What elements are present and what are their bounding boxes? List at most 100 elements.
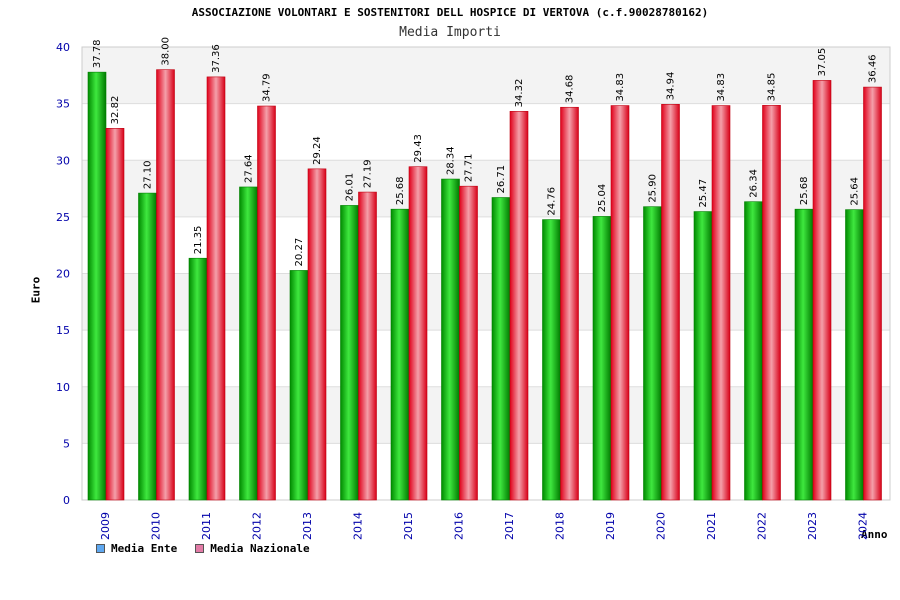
legend-item-nazionale[interactable]: Media Nazionale	[195, 542, 310, 555]
bar-media-nazionale	[661, 104, 680, 501]
x-tick-label: 2011	[200, 512, 213, 540]
data-label: 37.78	[92, 40, 103, 69]
y-tick-label: 15	[56, 324, 70, 337]
data-label: 25.04	[597, 184, 608, 213]
data-label: 25.47	[698, 179, 709, 208]
x-tick-label: 2014	[352, 512, 365, 540]
data-label: 34.83	[716, 73, 727, 102]
bar-media-nazionale	[156, 69, 175, 501]
x-tick-label: 2017	[503, 512, 516, 540]
chart-subtitle: Media Importi	[399, 25, 501, 40]
y-axis-ticks: 0 5 10 15 20 25 30 35 40	[56, 41, 70, 507]
bar-media-nazionale	[610, 105, 630, 501]
bar-media-nazionale	[711, 105, 731, 501]
legend-swatch-ente	[96, 544, 105, 553]
data-label: 37.05	[817, 48, 828, 77]
bar-media-ente	[592, 216, 612, 501]
legend-label-nazionale: Media Nazionale	[210, 542, 310, 555]
legend: Media Ente Media Nazionale	[96, 542, 310, 555]
bar-media-nazionale	[560, 106, 579, 501]
bar-media-ente	[188, 257, 208, 501]
data-label: 26.71	[496, 165, 507, 194]
bar-media-nazionale	[459, 185, 478, 501]
x-tick-label: 2020	[655, 512, 668, 540]
x-tick-label: 2023	[806, 512, 819, 540]
data-label: 26.34	[749, 169, 760, 198]
bar-media-nazionale	[408, 166, 428, 501]
x-tick-label: 2013	[301, 512, 314, 540]
x-tick-label: 2009	[99, 512, 112, 540]
data-label: 34.94	[666, 72, 677, 101]
data-label: 26.01	[345, 173, 356, 202]
bar-media-nazionale	[762, 105, 781, 501]
y-tick-label: 10	[56, 381, 70, 394]
x-axis-label: Anno	[861, 528, 888, 541]
data-label: 29.24	[312, 136, 323, 165]
y-tick-label: 20	[56, 268, 70, 281]
legend-swatch-nazionale	[195, 544, 205, 553]
x-tick-label: 2010	[150, 512, 163, 540]
data-label: 38.00	[161, 37, 172, 66]
data-label: 25.68	[395, 177, 406, 206]
data-label: 25.90	[648, 174, 659, 203]
y-tick-label: 25	[56, 211, 70, 224]
bar-media-nazionale	[863, 86, 882, 501]
x-axis-ticks: 2009 2010 2011 2012 2013 2014 2015 2016 2017 2018…	[99, 512, 870, 540]
data-label: 36.46	[868, 54, 879, 83]
y-tick-label: 5	[63, 437, 70, 450]
data-labels: 37.78 32.82 27.10 38.00 21.35 37.36 27.64 34.79…	[92, 37, 879, 266]
bar-media-ente	[239, 186, 258, 501]
bar-media-ente	[289, 270, 309, 501]
y-tick-label: 30	[56, 154, 70, 167]
data-label: 25.64	[850, 177, 861, 206]
data-label: 32.82	[110, 96, 121, 125]
x-tick-label: 2018	[554, 512, 567, 540]
data-label: 21.35	[193, 226, 204, 255]
data-label: 34.79	[262, 73, 273, 102]
data-label: 28.34	[446, 146, 457, 175]
legend-item-ente[interactable]: Media Ente	[96, 542, 177, 555]
x-tick-label: 2016	[453, 512, 466, 540]
bar-media-ente	[441, 178, 460, 501]
plot-frame	[81, 46, 891, 501]
bar-media-ente	[340, 205, 359, 501]
data-label: 27.10	[143, 160, 154, 189]
bar-media-nazionale	[257, 105, 276, 501]
y-tick-label: 35	[56, 98, 70, 111]
data-label: 24.76	[547, 187, 558, 216]
data-label: 34.32	[514, 79, 525, 108]
bar-media-nazionale	[358, 191, 377, 501]
bar-series	[87, 69, 882, 501]
data-label: 29.43	[413, 134, 424, 163]
bar-media-ente	[845, 209, 864, 501]
bar-media-nazionale	[812, 80, 832, 501]
bar-media-ente	[693, 211, 713, 501]
y-tick-label: 0	[63, 494, 70, 507]
bar-media-ente	[794, 208, 814, 501]
data-label: 25.68	[799, 177, 810, 206]
bar-media-nazionale	[206, 76, 226, 501]
x-tick-label: 2022	[756, 512, 769, 540]
bar-media-ente	[643, 206, 662, 501]
x-tick-label: 2012	[251, 512, 264, 540]
data-label: 34.83	[615, 73, 626, 102]
data-label: 27.64	[244, 154, 255, 183]
x-tick-label: 2015	[402, 512, 415, 540]
x-tick-label: 2021	[705, 512, 718, 540]
chart-title: ASSOCIAZIONE VOLONTARI E SOSTENITORI DEL…	[191, 6, 709, 19]
data-label: 37.36	[211, 44, 222, 73]
bar-media-ente	[390, 208, 410, 501]
bar-media-nazionale	[509, 111, 529, 501]
bar-media-ente	[138, 192, 157, 501]
bar-media-ente	[491, 197, 511, 501]
x-tick-label: 2019	[604, 512, 617, 540]
bar-media-nazionale	[307, 168, 327, 501]
x-tick-label: 2024	[857, 512, 870, 540]
y-tick-label: 40	[56, 41, 70, 54]
bar-media-ente	[87, 71, 107, 501]
bar-media-nazionale	[105, 128, 125, 501]
data-label: 20.27	[294, 238, 305, 267]
data-label: 27.71	[464, 154, 475, 183]
data-label: 34.85	[767, 73, 778, 102]
